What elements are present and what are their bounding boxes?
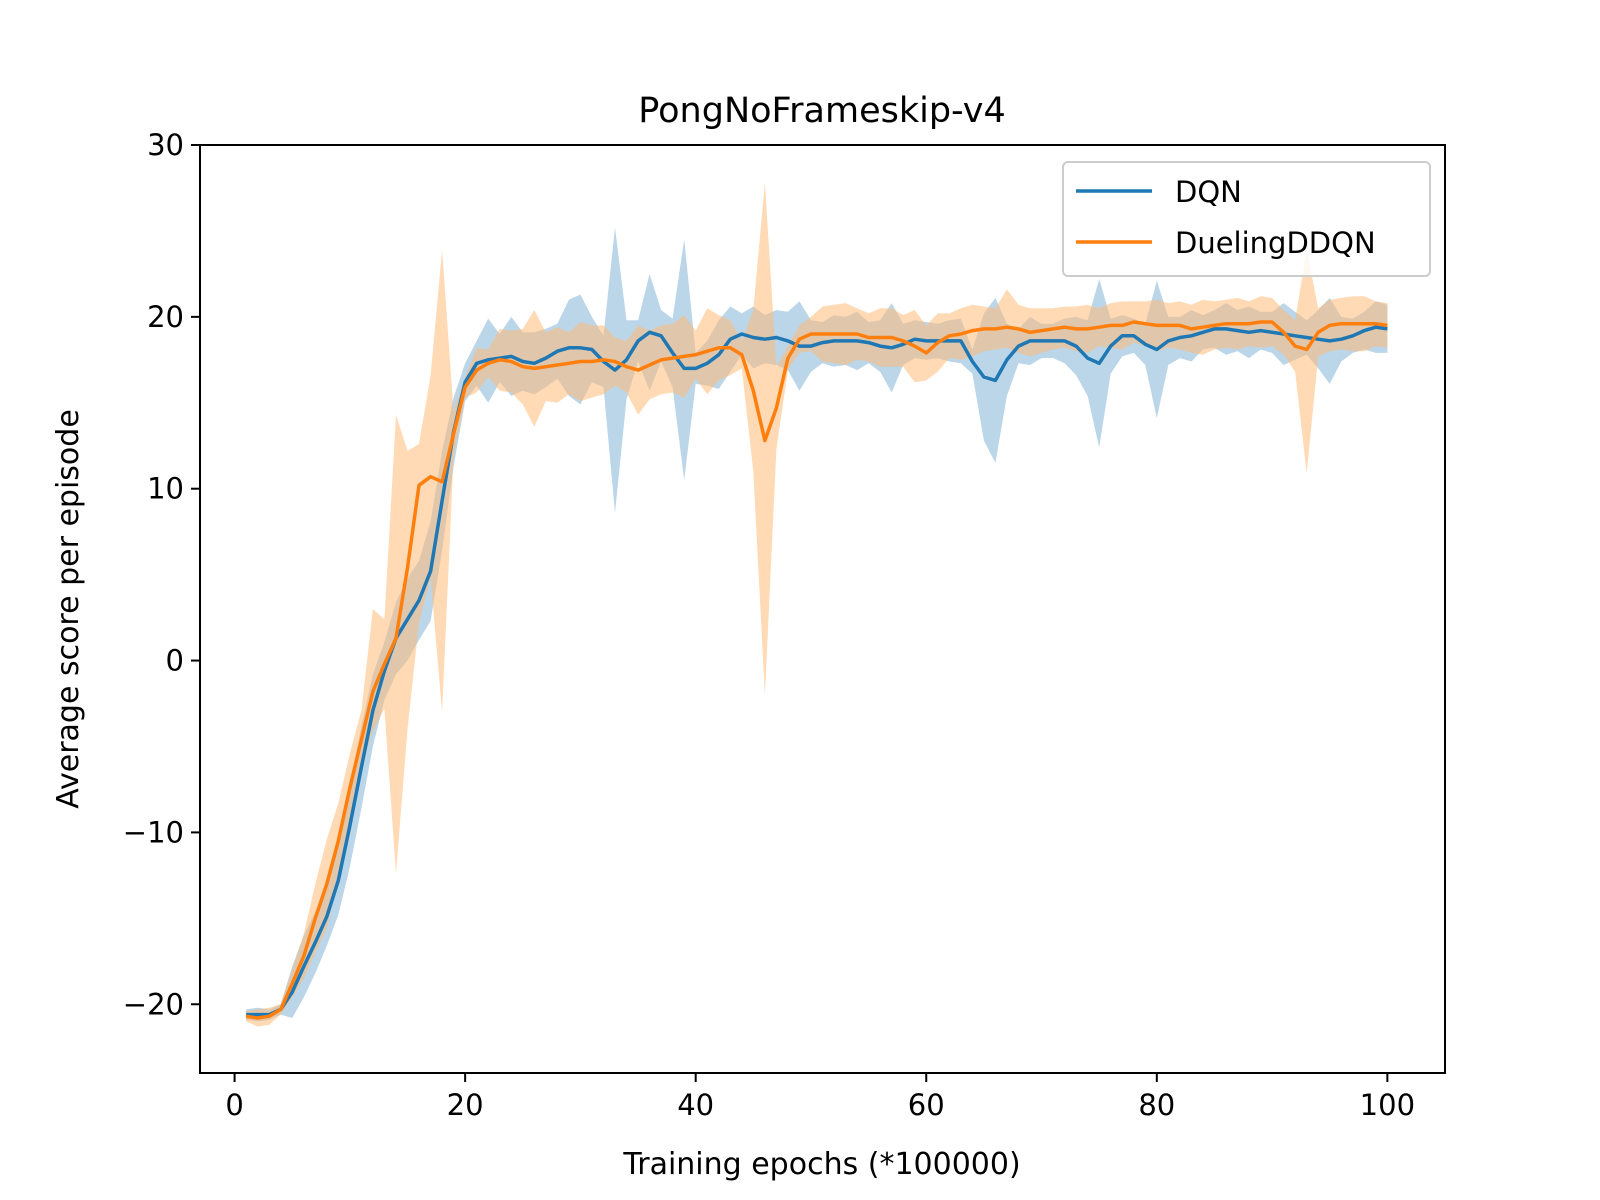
line-duelingddqn [245,320,1388,1020]
legend-label-duelingddqn: DuelingDDQN [1175,226,1376,260]
y-tick-label: 30 [147,128,184,162]
x-tick-label: 60 [908,1088,945,1122]
x-tick-label: 80 [1138,1088,1175,1122]
legend: DQN DuelingDDQN [1062,161,1431,277]
x-tick-label: 0 [225,1088,243,1122]
y-tick-label: 10 [147,472,184,506]
x-tick-label: 40 [677,1088,714,1122]
x-tick-label: 20 [447,1088,484,1122]
band-duelingddqn [246,182,1388,1027]
x-axis: 0 20 40 60 80 100 [225,1073,1415,1122]
x-axis-label: Training epochs (*100000) [622,1147,1020,1182]
y-tick-label: 20 [147,300,184,334]
legend-label-dqn: DQN [1175,175,1242,209]
legend-box [1062,161,1431,277]
y-tick-label: 0 [166,644,184,678]
chart-title: PongNoFrameskip-v4 [638,91,1005,131]
y-axis-label: Average score per episode [51,409,86,809]
y-tick-label: −20 [123,987,184,1021]
plot-area [245,182,1388,1027]
y-axis: −20 −10 0 10 20 30 [123,128,200,1021]
band-dqn [246,227,1388,1022]
x-tick-label: 100 [1360,1088,1415,1122]
y-tick-label: −10 [123,815,184,849]
line-dqn [246,325,1388,1017]
axes-frame [199,144,1446,1074]
